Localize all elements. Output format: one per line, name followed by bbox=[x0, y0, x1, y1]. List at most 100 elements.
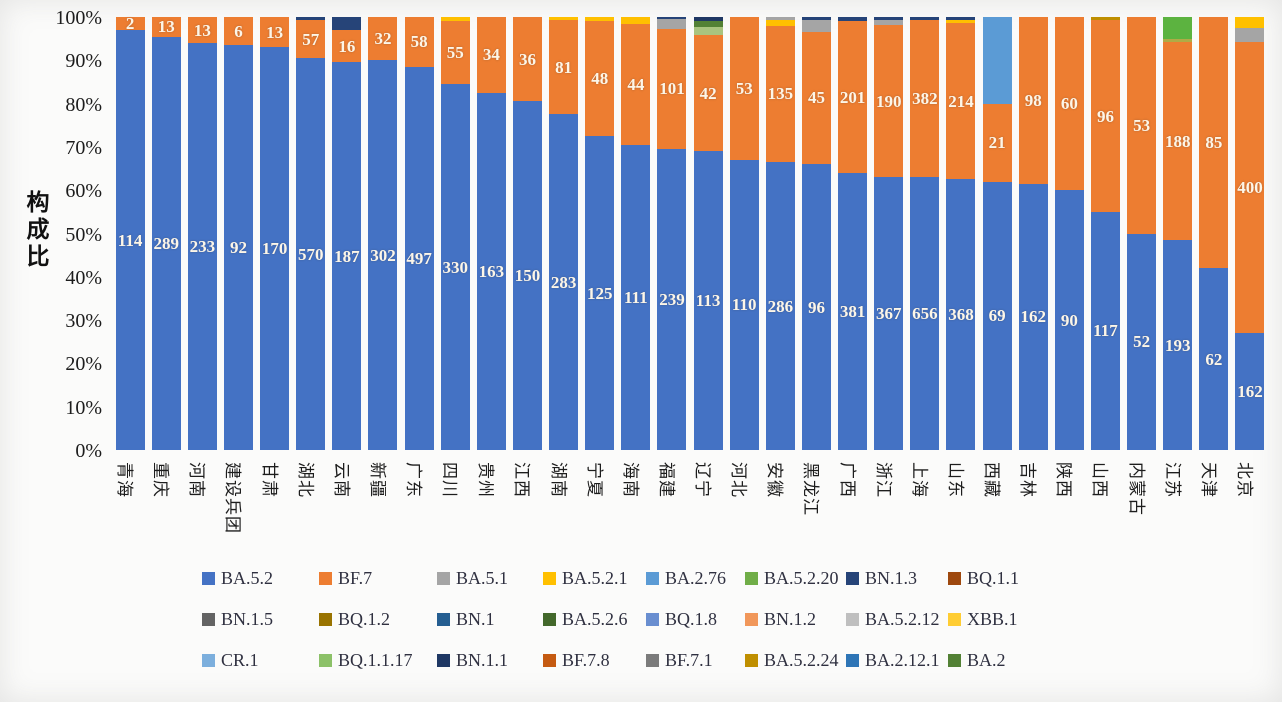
bar-segment: 110 bbox=[729, 159, 759, 450]
legend-swatch-icon bbox=[319, 571, 332, 585]
bar-column-黑龙江: 96 45 bbox=[801, 17, 831, 450]
legend-swatch-icon bbox=[543, 612, 556, 626]
legend-item-BQ.1.8: BQ.1.8 bbox=[646, 609, 745, 629]
x-label-甘肃: 甘肃 bbox=[259, 462, 279, 498]
bar-segment: 497 bbox=[404, 66, 434, 450]
bar-segment: 58 bbox=[404, 17, 434, 67]
bar-segment: 188 bbox=[1163, 42, 1193, 240]
bar-segment: 187 bbox=[332, 62, 362, 450]
legend-swatch-icon bbox=[948, 571, 961, 585]
legend-label: BA.5.2.24 bbox=[764, 649, 839, 670]
y-tick-label: 0% bbox=[75, 440, 102, 462]
bar-column-青海: 114 2 bbox=[115, 15, 145, 450]
legend-item-BN.1.1: BN.1.1 bbox=[437, 650, 543, 670]
bar-column-陕西: 90 60 bbox=[1054, 17, 1084, 450]
x-label-河北: 河北 bbox=[729, 462, 749, 498]
bar-segment bbox=[693, 21, 723, 27]
bar-segment: 36 bbox=[512, 17, 542, 102]
bar-value-label: 190 bbox=[875, 91, 902, 111]
bar-value-label: 81 bbox=[555, 57, 573, 77]
bar-segment bbox=[801, 19, 831, 32]
y-axis: 100% 90% 80% 70% 60% 50% 40% 30% 20% 10% 0% bbox=[0, 0, 104, 702]
x-label-湖南: 湖南 bbox=[548, 462, 568, 498]
bar-value-label: 289 bbox=[153, 233, 179, 253]
bar-segment: 302 bbox=[368, 60, 398, 450]
y-tick-label: 80% bbox=[65, 93, 102, 116]
x-label-河南: 河南 bbox=[187, 462, 207, 498]
legend-swatch-icon bbox=[202, 612, 215, 626]
legend-item-BA.5.2.6: BA.5.2.6 bbox=[543, 609, 646, 629]
bar-value-label: 570 bbox=[297, 244, 324, 264]
bar-value-label: 381 bbox=[839, 301, 866, 321]
legend-item-BA.5.2: BA.5.2 bbox=[202, 568, 319, 588]
bar-column-江西: 150 36 bbox=[512, 17, 542, 450]
bar-column-山西: 117 96 bbox=[1090, 17, 1120, 450]
bar-segment: 125 bbox=[585, 136, 615, 450]
legend-item-CR.1: CR.1 bbox=[202, 650, 319, 670]
x-label-吉林: 吉林 bbox=[1018, 462, 1038, 498]
bar-segment bbox=[1235, 28, 1265, 43]
bar-segment: 193 bbox=[1163, 240, 1193, 450]
bar-value-label: 367 bbox=[875, 304, 902, 324]
bar-column-河南: 233 13 bbox=[187, 17, 217, 450]
bar-segment: 13 bbox=[260, 17, 290, 48]
bar-segment: 96 bbox=[801, 164, 831, 450]
legend-item-BF.7: BF.7 bbox=[319, 568, 437, 588]
bar-segment: 52 bbox=[1127, 233, 1157, 450]
legend-swatch-icon bbox=[543, 571, 556, 585]
bar-value-label: 135 bbox=[767, 84, 794, 104]
bar-segment: 85 bbox=[1199, 17, 1229, 269]
bar-segment: 114 bbox=[115, 30, 145, 450]
x-label-北京: 北京 bbox=[1234, 462, 1254, 498]
bar-value-label: 85 bbox=[1205, 133, 1223, 153]
legend-swatch-icon bbox=[948, 653, 961, 667]
bar-value-label: 96 bbox=[1096, 106, 1114, 126]
bar-value-label: 163 bbox=[478, 261, 505, 281]
legend-item-BQ.1.2: BQ.1.2 bbox=[319, 609, 437, 629]
bar-segment: 283 bbox=[549, 114, 579, 450]
bar-value-label: 214 bbox=[948, 91, 974, 111]
bar-column-福建: 239 101 bbox=[657, 17, 687, 450]
bar-segment bbox=[693, 17, 723, 22]
bar-value-label: 302 bbox=[370, 245, 396, 265]
legend-label: BA.5.2.1 bbox=[562, 567, 628, 588]
bar-column-广东: 497 58 bbox=[404, 17, 434, 450]
y-tick-label: 40% bbox=[65, 266, 102, 289]
bar-value-label: 57 bbox=[302, 29, 320, 49]
bar-segment: 6 bbox=[223, 17, 253, 46]
y-tick-label: 70% bbox=[65, 136, 102, 159]
y-tick-label: 20% bbox=[65, 353, 102, 376]
bar-value-label: 193 bbox=[1164, 335, 1191, 355]
legend-item-BN.1.3: BN.1.3 bbox=[846, 568, 948, 588]
x-label-安徽: 安徽 bbox=[765, 462, 785, 498]
bar-value-label: 32 bbox=[374, 29, 392, 49]
bar-column-四川: 330 55 bbox=[440, 17, 470, 450]
bar-segment bbox=[874, 17, 904, 20]
legend-label: BA.5.2.6 bbox=[562, 608, 628, 629]
legend-item-BF.7.8: BF.7.8 bbox=[543, 650, 646, 670]
bar-segment: 62 bbox=[1199, 268, 1229, 450]
bar-segment bbox=[657, 17, 687, 20]
x-label-陕西: 陕西 bbox=[1054, 462, 1074, 498]
legend-label: BF.7 bbox=[338, 567, 373, 588]
legend: BA.5.2 BF.7 BA.5.1 BA.5.2.1 BA.2.76 BA.5.2.20… bbox=[202, 568, 1044, 670]
bar-segment: 190 bbox=[874, 24, 904, 178]
y-tick-label: 30% bbox=[65, 310, 102, 333]
bar-column-安徽: 286 135 bbox=[765, 17, 795, 450]
bar-segment: 289 bbox=[151, 36, 181, 450]
bar-value-label: 58 bbox=[410, 32, 428, 52]
bar-segment bbox=[693, 26, 723, 36]
bar-value-label: 36 bbox=[518, 49, 536, 69]
y-tick-label: 100% bbox=[55, 7, 102, 29]
legend-label: BA.2 bbox=[967, 649, 1006, 670]
bar-value-label: 113 bbox=[695, 291, 721, 311]
legend-swatch-icon bbox=[846, 653, 859, 667]
bar-segment: 81 bbox=[549, 20, 579, 115]
bar-segment: 45 bbox=[801, 31, 831, 165]
legend-item-BQ.1.1.17: BQ.1.1.17 bbox=[319, 650, 437, 670]
bar-segment bbox=[1235, 17, 1265, 29]
bar-segment: 330 bbox=[440, 84, 470, 450]
y-tick-label: 50% bbox=[65, 223, 102, 246]
legend-item-XBB.1: XBB.1 bbox=[948, 609, 1044, 629]
legend-swatch-icon bbox=[319, 612, 332, 626]
